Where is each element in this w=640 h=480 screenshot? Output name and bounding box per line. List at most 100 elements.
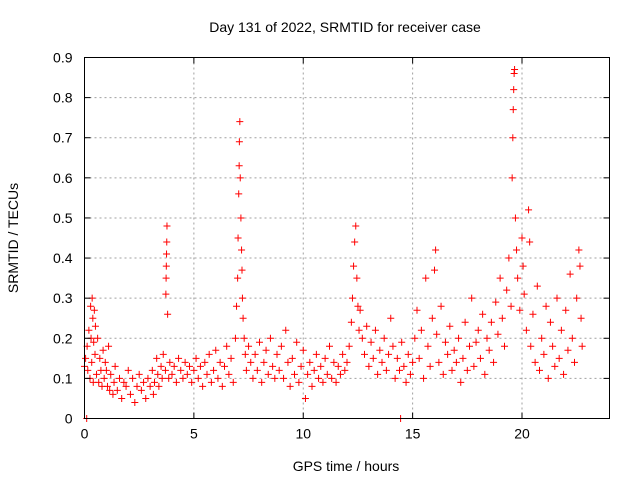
data-point: [345, 342, 353, 350]
data-point: [533, 282, 541, 290]
data-point: [286, 382, 294, 390]
data-point: [371, 326, 379, 334]
data-point: [90, 306, 98, 314]
data-point: [411, 334, 419, 342]
data-point: [336, 370, 344, 378]
data-point: [237, 214, 245, 222]
data-point: [235, 138, 243, 146]
data-point: [466, 342, 473, 350]
data-point: [277, 342, 285, 350]
data-point: [235, 190, 243, 198]
data-point: [133, 382, 141, 390]
data-point: [356, 306, 364, 314]
data-point: [531, 358, 539, 366]
data-point: [354, 302, 362, 310]
data-point: [256, 338, 263, 346]
data-point: [110, 378, 118, 386]
data-point: [297, 362, 305, 370]
data-point: [105, 342, 113, 350]
data-point: [280, 374, 288, 382]
data-point: [404, 350, 412, 358]
data-point: [223, 342, 231, 350]
data-point: [170, 362, 178, 370]
data-point: [520, 290, 528, 298]
data-point: [241, 350, 249, 358]
y-tick-label: 0.4: [53, 250, 73, 266]
data-point: [306, 358, 314, 366]
data-point: [166, 358, 174, 366]
data-point: [479, 310, 487, 318]
data-point: [415, 354, 423, 362]
data-point: [151, 378, 158, 386]
data-point: [560, 370, 568, 378]
data-point: [190, 366, 198, 374]
chart-title: Day 131 of 2022, SRMTID for receiver cas…: [209, 19, 481, 35]
data-point: [348, 294, 356, 302]
data-point: [175, 354, 183, 362]
data-point: [575, 246, 583, 254]
data-point: [367, 338, 375, 346]
data-point: [402, 378, 410, 386]
data-point: [162, 274, 170, 282]
data-point: [437, 302, 445, 310]
data-point: [235, 162, 243, 170]
y-tick-label: 0.9: [53, 50, 73, 66]
data-point: [326, 342, 333, 350]
data-point: [334, 362, 342, 370]
data-point: [135, 370, 143, 378]
data-point: [347, 318, 355, 326]
data-point: [406, 370, 414, 378]
data-point: [413, 306, 421, 314]
data-point: [161, 366, 169, 374]
data-point: [468, 294, 476, 302]
data-point: [101, 358, 109, 366]
data-point: [205, 350, 213, 358]
data-point: [258, 378, 266, 386]
data-point: [485, 346, 493, 354]
data-point: [239, 314, 247, 322]
data-point: [328, 374, 336, 382]
data-point: [577, 314, 585, 322]
data-point: [214, 374, 222, 382]
data-point: [124, 366, 132, 374]
data-point: [186, 362, 193, 370]
data-point: [573, 294, 581, 302]
data-point: [310, 366, 318, 374]
data-point: [549, 342, 557, 350]
data-point: [503, 286, 511, 294]
data-point: [474, 326, 482, 334]
data-point: [382, 366, 390, 374]
data-point: [247, 358, 255, 366]
y-tick-label: 0.8: [53, 90, 73, 106]
data-point: [149, 390, 157, 398]
data-point: [82, 354, 90, 362]
data-point: [522, 326, 530, 334]
data-point: [102, 366, 110, 374]
data-point: [529, 310, 537, 318]
data-point: [343, 358, 351, 366]
data-point: [111, 362, 119, 370]
y-tick-label: 0.1: [53, 370, 73, 386]
data-point: [291, 370, 298, 378]
data-point: [245, 342, 253, 350]
data-point: [94, 334, 102, 342]
data-point: [516, 306, 524, 314]
data-point: [409, 358, 417, 366]
data-point: [332, 378, 340, 386]
data-point: [542, 302, 550, 310]
x-tick-label: 20: [514, 426, 530, 442]
data-point: [109, 390, 117, 398]
data-point: [323, 370, 331, 378]
data-point: [400, 362, 408, 370]
data-point: [511, 214, 519, 222]
y-axis-label: SRMTID / TECUs: [5, 183, 21, 293]
data-point: [376, 346, 384, 354]
data-point: [273, 350, 281, 358]
data-point: [365, 362, 373, 370]
axis-ticks: [84, 57, 610, 419]
data-point: [165, 374, 173, 382]
data-point: [540, 350, 548, 358]
data-point: [308, 382, 316, 390]
data-point: [199, 382, 207, 390]
data-point: [459, 354, 467, 362]
